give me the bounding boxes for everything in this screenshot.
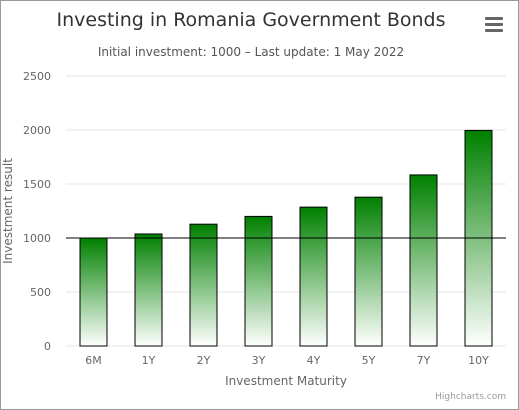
bar-1y[interactable] <box>134 233 163 347</box>
menu-line <box>485 23 503 26</box>
x-tick-label: 1Y <box>142 354 156 367</box>
bar-7y[interactable] <box>409 174 438 347</box>
y-tick-label: 1500 <box>23 178 51 191</box>
bar-3y[interactable] <box>244 215 273 347</box>
y-tick-label: 2000 <box>23 124 51 137</box>
x-axis-title: Investment Maturity <box>225 374 347 388</box>
menu-line <box>485 29 503 32</box>
y-tick-label: 0 <box>44 340 51 353</box>
x-tick-label: 7Y <box>417 354 431 367</box>
x-tick-label: 2Y <box>197 354 211 367</box>
x-tick-label: 3Y <box>252 354 266 367</box>
x-tick-label: 4Y <box>307 354 321 367</box>
bar-5y[interactable] <box>354 196 383 347</box>
hamburger-menu-icon[interactable] <box>485 17 503 33</box>
x-tick-label: 6M <box>85 354 102 367</box>
x-tick-label: 5Y <box>362 354 376 367</box>
credits-link[interactable]: Highcharts.com <box>435 392 506 402</box>
bar-2y[interactable] <box>189 223 218 347</box>
y-tick-label: 500 <box>30 286 51 299</box>
y-tick-label: 1000 <box>23 232 51 245</box>
x-tick-label: 10Y <box>468 354 489 367</box>
menu-line <box>485 17 503 20</box>
chart-subtitle: Initial investment: 1000 – Last update: … <box>97 45 405 59</box>
chart-title: Investing in Romania Government Bonds <box>56 9 446 31</box>
y-axis-title: Investment result <box>1 158 15 264</box>
y-tick-label: 2500 <box>23 70 51 83</box>
bar-6m[interactable] <box>79 237 108 347</box>
bar-4y[interactable] <box>299 206 328 347</box>
